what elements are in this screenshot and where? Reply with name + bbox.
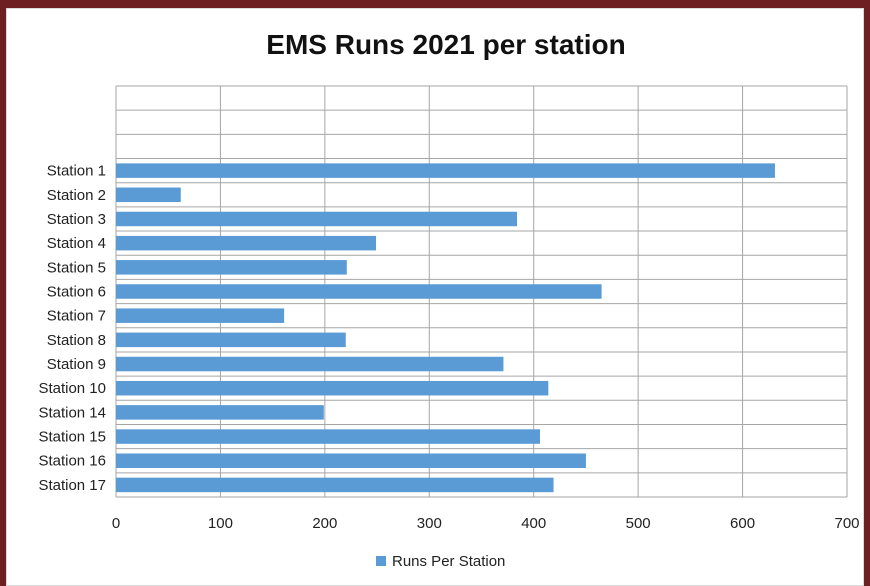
category-label: Station 5 bbox=[47, 259, 106, 276]
legend-swatch bbox=[376, 556, 386, 566]
bar-series bbox=[116, 163, 775, 493]
category-label: Station 8 bbox=[47, 332, 106, 349]
category-label: Station 6 bbox=[47, 284, 106, 301]
x-tick-label: 400 bbox=[521, 515, 546, 532]
bar bbox=[116, 235, 377, 251]
category-label: Station 16 bbox=[38, 453, 106, 470]
bar bbox=[116, 332, 346, 348]
category-label: Station 9 bbox=[47, 356, 106, 373]
bar bbox=[116, 429, 540, 444]
bar bbox=[116, 211, 518, 227]
x-tick-label: 300 bbox=[417, 515, 442, 532]
category-label: Station 7 bbox=[47, 308, 106, 325]
bar bbox=[116, 308, 285, 323]
x-tick-label: 700 bbox=[834, 515, 859, 532]
legend-label: Runs Per Station bbox=[392, 553, 505, 570]
x-tick-label: 500 bbox=[626, 515, 651, 532]
legend: Runs Per Station bbox=[376, 553, 505, 570]
chart-title: EMS Runs 2021 per station bbox=[266, 29, 625, 60]
category-label: Station 4 bbox=[47, 235, 106, 252]
category-label: Station 2 bbox=[47, 187, 106, 204]
x-tick-label: 200 bbox=[312, 515, 337, 532]
bar bbox=[116, 453, 586, 468]
bar bbox=[116, 356, 504, 372]
bar bbox=[116, 477, 554, 493]
bar bbox=[116, 260, 347, 275]
category-labels: Station 1 Station 2 Station 3 Station 4 Stat… bbox=[38, 163, 106, 494]
category-label: Station 17 bbox=[38, 477, 106, 494]
x-tick-label: 600 bbox=[730, 515, 755, 532]
category-label: Station 15 bbox=[38, 429, 106, 446]
bar bbox=[116, 405, 324, 420]
category-label: Station 10 bbox=[38, 380, 106, 397]
bar bbox=[116, 187, 181, 203]
x-tick-label: 0 bbox=[112, 515, 120, 532]
bar bbox=[116, 284, 602, 299]
bar bbox=[116, 380, 549, 396]
category-label: Station 14 bbox=[38, 404, 106, 421]
x-tick-label: 100 bbox=[208, 515, 233, 532]
bar bbox=[116, 163, 775, 178]
x-tick-labels: 0 100 200 300 400 500 600 700 bbox=[112, 515, 860, 532]
category-label: Station 3 bbox=[47, 211, 106, 228]
category-label: Station 1 bbox=[47, 163, 106, 180]
